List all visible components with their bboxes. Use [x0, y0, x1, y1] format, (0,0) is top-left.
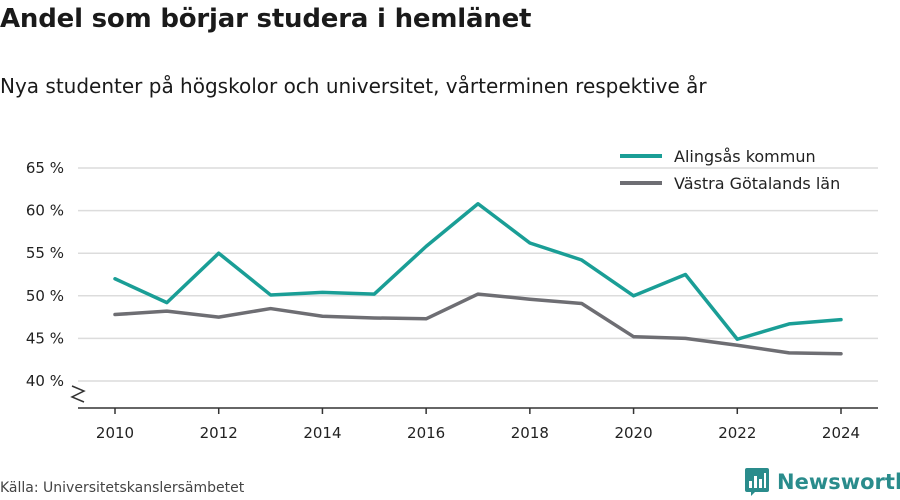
legend: Alingsås kommun Västra Götalands län — [620, 147, 840, 193]
x-tick-label: 2024 — [822, 424, 860, 442]
x-tick-label: 2012 — [200, 424, 238, 442]
series-lines — [113, 202, 843, 356]
x-tick-label: 2014 — [303, 424, 341, 442]
brand-name: Newsworthy — [777, 470, 900, 494]
x-tick-label: 2010 — [96, 424, 134, 442]
y-tick-label: 45 % — [26, 329, 64, 347]
x-tick-label: 2022 — [718, 424, 756, 442]
bar-chart-icon — [745, 468, 769, 496]
series-line-1 — [113, 292, 843, 356]
axes: 40 % 45 % 50 % 55 % 60 % 65 % 2010 2012 2014 2016… — [26, 159, 878, 442]
brand-logo: Newsworthy — [745, 468, 900, 496]
legend-label: Alingsås kommun — [674, 147, 816, 166]
axis-break-marker — [70, 385, 86, 403]
chart-title: Andel som börjar studera i hemlänet — [0, 4, 532, 34]
x-tick-label: 2020 — [614, 424, 652, 442]
chart-subtitle: Nya studenter på högskolor och universit… — [0, 74, 707, 98]
y-tick-label: 60 % — [26, 202, 64, 220]
series-line-0 — [113, 202, 843, 342]
source-note: Källa: Universitetskanslersämbetet — [0, 480, 245, 496]
y-tick-label: 40 % — [26, 372, 64, 390]
x-tick-label: 2018 — [511, 424, 549, 442]
y-tick-label: 50 % — [26, 287, 64, 305]
y-tick-label: 65 % — [26, 159, 64, 177]
x-tick-label: 2016 — [407, 424, 445, 442]
legend-label: Västra Götalands län — [674, 174, 840, 193]
y-tick-label: 55 % — [26, 244, 64, 262]
